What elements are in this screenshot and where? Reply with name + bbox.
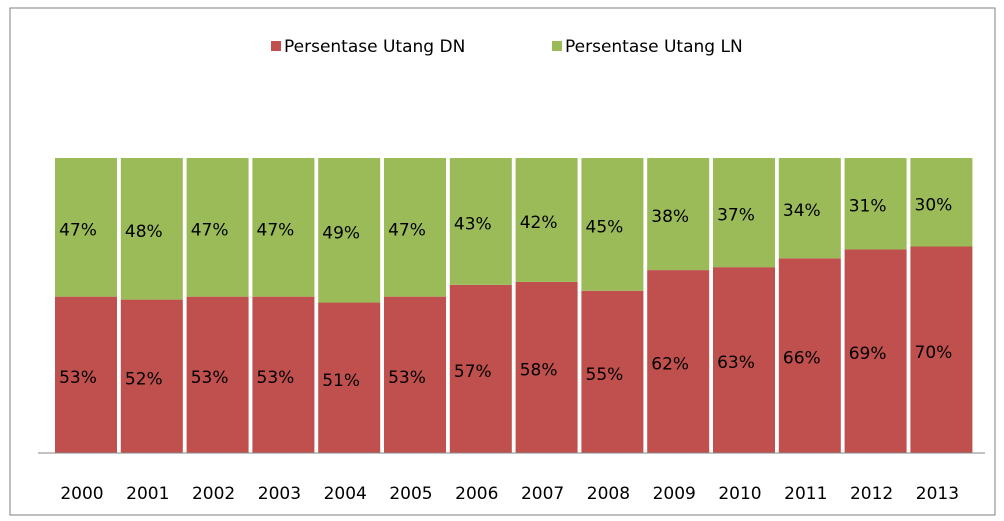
value-label: 47% <box>59 220 97 240</box>
value-label: 42% <box>520 213 558 233</box>
x-tick-label: 2001 <box>126 484 169 504</box>
bar-segment <box>515 158 578 282</box>
bar-segment <box>515 281 578 453</box>
bar-segment <box>449 158 512 285</box>
bar-segment <box>318 302 381 453</box>
legend-label: Persentase Utang DN <box>284 37 465 57</box>
bar-segment <box>713 267 775 453</box>
value-label: 63% <box>717 353 755 373</box>
bar-segment <box>778 258 841 453</box>
value-label: 66% <box>783 349 821 369</box>
bar-segment <box>186 158 249 297</box>
bar-segment <box>910 246 973 453</box>
x-tick-label: 2007 <box>521 484 564 504</box>
value-label: 45% <box>586 217 624 237</box>
bar-segment <box>844 158 907 250</box>
value-label: 58% <box>520 360 558 380</box>
value-label: 52% <box>125 369 163 389</box>
value-label: 70% <box>915 343 953 363</box>
x-tick-label: 2000 <box>60 484 103 504</box>
x-tick-label: 2011 <box>784 484 827 504</box>
value-label: 51% <box>322 371 360 391</box>
bar-segment <box>318 158 381 303</box>
bar-segment <box>778 158 841 259</box>
value-label: 37% <box>717 206 755 226</box>
bar-segment <box>647 158 710 271</box>
x-tick-label: 2002 <box>192 484 235 504</box>
value-label: 31% <box>849 197 887 217</box>
bar-segment <box>252 158 315 297</box>
value-label: 57% <box>454 362 492 382</box>
legend-label: Persentase Utang LN <box>565 37 743 57</box>
bar-segment <box>120 299 183 453</box>
x-tick-label: 2012 <box>850 484 893 504</box>
bar-segment <box>55 158 117 297</box>
bar-segment <box>581 158 644 291</box>
value-label: 34% <box>783 201 821 221</box>
value-label: 53% <box>191 368 229 388</box>
value-label: 53% <box>388 368 426 388</box>
bar-segment <box>449 284 512 453</box>
bar-segment <box>647 270 710 453</box>
value-label: 53% <box>257 368 295 388</box>
legend-swatch <box>271 41 281 51</box>
bar-segment <box>581 290 644 453</box>
value-label: 47% <box>257 220 295 240</box>
value-label: 43% <box>454 214 492 234</box>
x-tick-label: 2006 <box>455 484 498 504</box>
value-label: 48% <box>125 222 163 242</box>
x-tick-label: 2009 <box>653 484 696 504</box>
value-label: 47% <box>388 220 426 240</box>
value-label: 38% <box>651 207 689 227</box>
value-label: 53% <box>59 368 97 388</box>
x-tick-label: 2005 <box>389 484 432 504</box>
x-tick-label: 2003 <box>258 484 301 504</box>
bar-segment <box>252 296 315 453</box>
bar-segment <box>120 158 183 300</box>
bar-segment <box>844 249 907 453</box>
value-label: 49% <box>322 223 360 243</box>
value-label: 30% <box>915 195 953 215</box>
x-tick-label: 2004 <box>324 484 367 504</box>
value-label: 69% <box>849 344 887 364</box>
bar-segment <box>384 158 446 297</box>
value-label: 55% <box>586 365 624 385</box>
value-label: 62% <box>651 355 689 375</box>
bar-segment <box>910 158 973 247</box>
bar-segment <box>713 158 775 268</box>
x-tick-label: 2008 <box>587 484 630 504</box>
bar-segment <box>186 296 249 453</box>
bar-segment <box>55 296 117 453</box>
x-tick-label: 2010 <box>718 484 761 504</box>
value-label: 47% <box>191 220 229 240</box>
x-tick-label: 2013 <box>916 484 959 504</box>
bar-segment <box>384 296 446 453</box>
legend-swatch <box>552 41 562 51</box>
